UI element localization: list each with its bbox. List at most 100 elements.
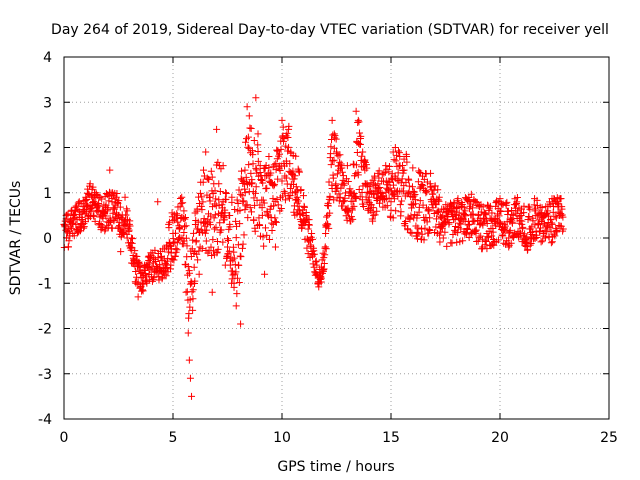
data-point <box>475 234 483 242</box>
data-point <box>182 288 190 296</box>
data-point <box>211 211 219 219</box>
data-point <box>211 200 219 208</box>
data-point <box>207 167 215 175</box>
data-point <box>200 166 208 174</box>
data-point <box>117 248 125 256</box>
data-point <box>333 148 340 156</box>
data-point <box>557 195 565 203</box>
data-point <box>548 220 556 228</box>
data-point <box>93 207 101 215</box>
data-point <box>259 179 267 187</box>
data-point <box>536 228 544 236</box>
data-point <box>197 202 205 210</box>
data-point <box>439 234 447 242</box>
data-point <box>303 244 311 252</box>
data-point <box>191 277 199 285</box>
data-point <box>173 210 181 218</box>
data-point <box>241 166 249 174</box>
data-point <box>474 237 482 245</box>
y-tick-label: -1 <box>38 276 52 292</box>
data-point <box>163 264 171 272</box>
data-point <box>332 180 340 188</box>
x-tick-label: 20 <box>491 430 509 446</box>
data-point <box>557 211 565 219</box>
data-point <box>254 157 262 165</box>
data-point <box>426 226 434 234</box>
data-points <box>60 94 567 400</box>
data-point <box>472 226 480 234</box>
data-point <box>122 211 130 219</box>
data-point <box>541 234 549 242</box>
data-point <box>505 243 513 251</box>
data-point <box>484 233 492 241</box>
data-point <box>323 213 331 221</box>
data-point <box>297 186 305 194</box>
data-point <box>393 176 401 184</box>
data-point <box>217 226 225 234</box>
data-point <box>378 171 386 179</box>
data-point <box>179 240 187 248</box>
data-point <box>136 284 144 292</box>
data-point <box>177 199 185 207</box>
data-point <box>435 220 443 228</box>
data-point <box>330 144 338 152</box>
data-point <box>95 193 103 201</box>
data-point <box>373 188 381 196</box>
data-point <box>95 202 103 210</box>
data-point <box>189 306 197 314</box>
data-point <box>249 160 257 168</box>
data-point <box>234 199 242 207</box>
data-point <box>375 167 383 175</box>
data-point <box>319 266 327 274</box>
data-point <box>259 196 267 204</box>
data-point <box>365 193 373 201</box>
data-point <box>438 224 446 232</box>
data-point <box>389 214 397 222</box>
data-point <box>169 229 177 237</box>
data-point <box>355 118 363 126</box>
data-point <box>67 216 75 224</box>
x-tick-label: 10 <box>273 430 291 446</box>
data-point <box>295 197 303 205</box>
data-point <box>457 202 465 210</box>
data-point <box>232 302 240 310</box>
data-point <box>254 141 262 149</box>
data-point <box>356 134 364 142</box>
data-point <box>538 204 546 212</box>
data-point <box>194 256 202 264</box>
data-point <box>87 192 95 200</box>
data-point <box>387 206 395 214</box>
data-point <box>505 234 513 242</box>
data-point <box>332 135 340 143</box>
data-point <box>324 202 332 210</box>
data-point <box>336 158 344 166</box>
data-point <box>373 207 381 215</box>
data-point <box>247 169 255 177</box>
data-point <box>99 211 107 219</box>
data-point <box>369 217 377 225</box>
data-point <box>313 261 321 269</box>
data-point <box>106 166 114 174</box>
data-point <box>324 221 332 229</box>
data-point <box>276 207 284 215</box>
data-point <box>382 162 390 170</box>
data-point <box>134 293 142 301</box>
data-point <box>538 237 546 245</box>
data-point <box>135 260 143 268</box>
data-point <box>433 209 441 217</box>
data-point <box>165 220 173 228</box>
data-point <box>174 218 182 226</box>
data-point <box>261 224 269 232</box>
data-point <box>280 137 288 145</box>
data-point <box>494 236 502 244</box>
data-point <box>101 225 109 233</box>
data-point <box>352 107 360 115</box>
data-point <box>210 214 218 222</box>
data-point <box>312 257 320 265</box>
data-point <box>403 158 411 166</box>
data-point <box>196 189 204 197</box>
data-point <box>282 174 290 182</box>
x-tick-label: 25 <box>600 430 618 446</box>
data-point <box>389 148 397 156</box>
data-point <box>212 223 220 231</box>
